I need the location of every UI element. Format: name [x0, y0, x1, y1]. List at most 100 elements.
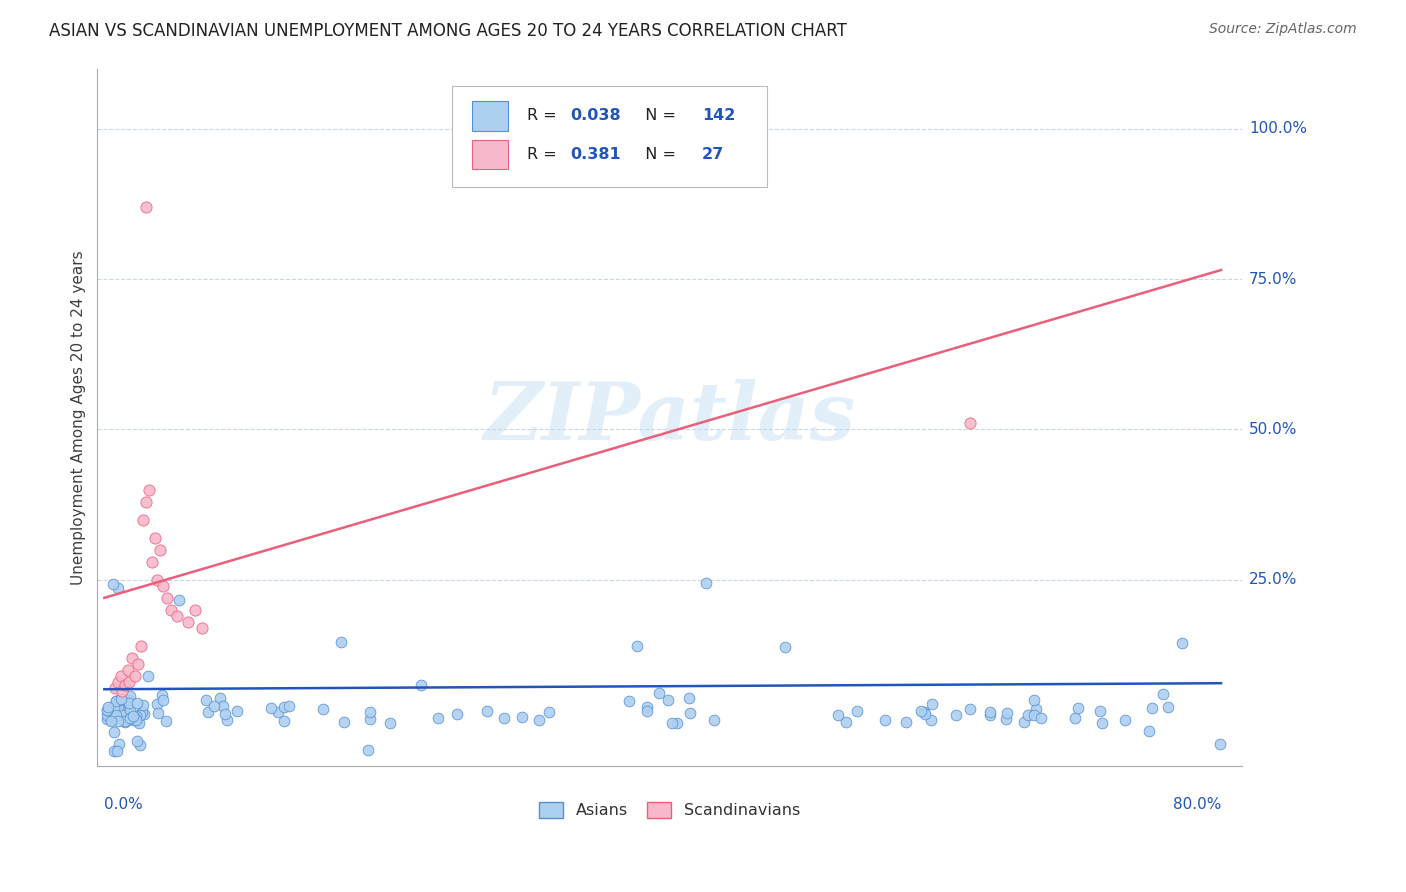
- Point: [679, 706, 702, 720]
- Point: [1137, 723, 1160, 738]
- Point: [108, 737, 131, 751]
- Point: [166, 608, 188, 623]
- Point: [121, 651, 143, 665]
- Point: [111, 684, 134, 698]
- Point: [665, 715, 688, 730]
- Point: [184, 603, 207, 617]
- Point: [128, 739, 150, 753]
- Point: [661, 715, 683, 730]
- Point: [217, 714, 239, 728]
- Text: ASIAN VS SCANDINAVIAN UNEMPLOYMENT AMONG AGES 20 TO 24 YEARS CORRELATION CHART: ASIAN VS SCANDINAVIAN UNEMPLOYMENT AMONG…: [49, 22, 846, 40]
- Point: [100, 714, 122, 728]
- Point: [105, 744, 128, 758]
- Point: [122, 709, 145, 723]
- Point: [107, 675, 129, 690]
- Point: [107, 582, 129, 596]
- Point: [118, 703, 141, 717]
- Point: [112, 708, 135, 723]
- Point: [636, 704, 658, 718]
- Point: [132, 698, 155, 713]
- Point: [835, 715, 858, 730]
- Point: [98, 708, 121, 723]
- Point: [160, 603, 183, 617]
- Point: [128, 716, 150, 731]
- Point: [150, 688, 173, 702]
- Point: [128, 707, 150, 722]
- Point: [703, 713, 725, 727]
- Point: [477, 705, 499, 719]
- Point: [359, 706, 381, 720]
- Point: [103, 701, 125, 715]
- Point: [152, 579, 174, 593]
- Point: [273, 714, 295, 728]
- Point: [359, 712, 381, 726]
- Point: [100, 713, 122, 727]
- Point: [910, 704, 932, 718]
- Point: [103, 725, 125, 739]
- Point: [107, 714, 129, 729]
- Point: [225, 704, 247, 718]
- Point: [333, 714, 356, 729]
- Point: [97, 711, 120, 725]
- Point: [921, 698, 943, 712]
- Point: [773, 640, 796, 654]
- Text: R =: R =: [527, 109, 561, 123]
- Point: [125, 696, 148, 710]
- Point: [1017, 708, 1039, 723]
- Point: [1171, 635, 1194, 649]
- Point: [678, 690, 700, 705]
- Point: [1067, 700, 1090, 714]
- Point: [104, 694, 127, 708]
- Point: [105, 694, 128, 708]
- Point: [110, 692, 132, 706]
- Point: [135, 494, 157, 508]
- Point: [127, 657, 149, 671]
- Point: [96, 703, 118, 717]
- Text: N =: N =: [636, 147, 682, 161]
- Text: 50.0%: 50.0%: [1249, 422, 1298, 437]
- Point: [105, 702, 128, 716]
- Point: [107, 701, 129, 715]
- Point: [914, 707, 936, 722]
- Point: [1024, 692, 1046, 706]
- Point: [260, 701, 283, 715]
- Point: [894, 714, 917, 729]
- Point: [1140, 701, 1163, 715]
- Point: [626, 639, 648, 653]
- Text: 0.381: 0.381: [569, 147, 620, 161]
- Point: [636, 700, 658, 714]
- Point: [152, 693, 174, 707]
- Point: [312, 702, 335, 716]
- Point: [1025, 702, 1047, 716]
- Point: [96, 712, 118, 726]
- Point: [122, 709, 145, 723]
- Point: [1090, 715, 1112, 730]
- Point: [104, 681, 127, 695]
- Point: [131, 705, 153, 719]
- Text: 25.0%: 25.0%: [1249, 573, 1298, 587]
- Point: [107, 707, 129, 722]
- Point: [208, 690, 231, 705]
- Point: [108, 692, 131, 706]
- Point: [101, 577, 124, 591]
- Text: 100.0%: 100.0%: [1249, 121, 1308, 136]
- Point: [920, 713, 942, 727]
- Point: [103, 711, 125, 725]
- Point: [117, 712, 139, 726]
- Point: [1157, 699, 1180, 714]
- Point: [278, 699, 301, 714]
- Point: [104, 707, 127, 722]
- Point: [648, 686, 671, 700]
- Text: 0.038: 0.038: [569, 109, 620, 123]
- Point: [846, 704, 869, 718]
- Point: [510, 710, 533, 724]
- Point: [103, 698, 125, 713]
- Point: [118, 690, 141, 704]
- Point: [100, 713, 122, 727]
- Point: [141, 555, 163, 569]
- Point: [135, 200, 157, 214]
- Point: [118, 675, 141, 690]
- Point: [426, 711, 449, 725]
- Point: [107, 711, 129, 725]
- Point: [117, 696, 139, 710]
